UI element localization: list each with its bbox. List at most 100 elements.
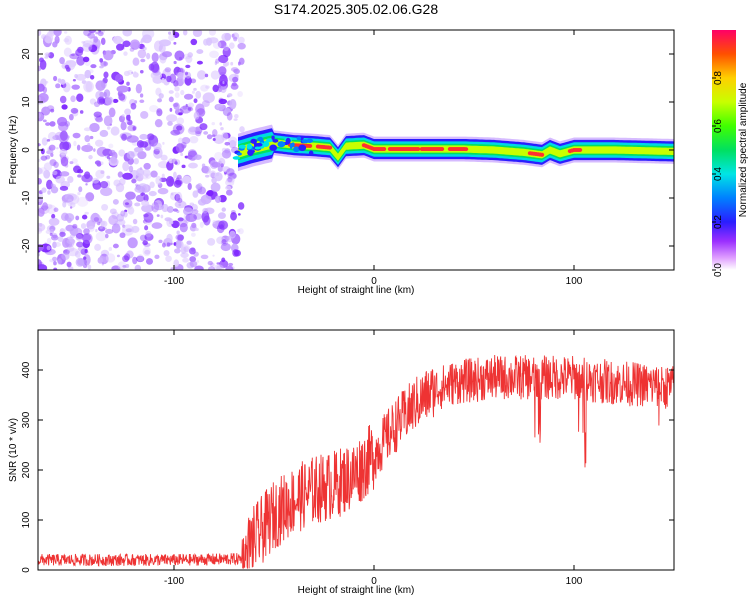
- signal-blob: [250, 138, 257, 144]
- noise-speckle: [121, 114, 125, 117]
- noise-speckle: [41, 137, 48, 146]
- noise-speckle: [218, 160, 222, 165]
- noise-speckle: [225, 265, 234, 270]
- noise-speckle: [83, 127, 91, 132]
- noise-speckle: [132, 256, 138, 265]
- noise-speckle: [99, 58, 104, 63]
- signal-blob: [272, 139, 279, 143]
- noise-speckle: [122, 255, 130, 263]
- noise-speckle: [225, 177, 235, 184]
- noise-speckle: [97, 31, 104, 37]
- noise-speckle: [156, 214, 160, 217]
- noise-speckle: [180, 252, 189, 258]
- noise-speckle: [52, 41, 58, 48]
- noise-speckle: [108, 143, 114, 149]
- noise-speckle: [140, 173, 152, 180]
- noise-speckle: [133, 158, 139, 165]
- noise-speckle: [75, 257, 85, 267]
- noise-speckle: [98, 30, 102, 33]
- noise-speckle: [122, 224, 134, 236]
- noise-speckle: [46, 179, 53, 190]
- noise-speckle: [47, 190, 51, 195]
- noise-speckle: [181, 136, 191, 145]
- spectrogram-noise: [38, 30, 246, 270]
- noise-speckle: [103, 89, 111, 98]
- noise-speckle: [175, 234, 185, 241]
- noise-speckle: [137, 150, 147, 160]
- noise-speckle: [182, 105, 188, 110]
- noise-speckle: [46, 245, 51, 251]
- noise-speckle: [47, 131, 57, 141]
- noise-speckle: [154, 119, 163, 128]
- spectrogram-y-tick-label: 0: [21, 147, 32, 153]
- noise-speckle: [192, 30, 203, 38]
- noise-speckle: [43, 162, 52, 171]
- noise-speckle: [149, 105, 159, 113]
- noise-speckle: [95, 228, 98, 233]
- noise-speckle: [73, 140, 77, 147]
- noise-speckle: [221, 207, 226, 212]
- noise-speckle: [188, 126, 197, 133]
- noise-speckle: [109, 208, 117, 215]
- signal-blob: [289, 143, 293, 149]
- noise-speckle: [53, 75, 58, 82]
- noise-speckle: [174, 161, 178, 165]
- noise-speckle: [187, 102, 195, 108]
- noise-speckle: [99, 91, 105, 98]
- noise-speckle: [190, 38, 198, 46]
- noise-speckle: [231, 82, 237, 87]
- signal-peak: [463, 147, 469, 152]
- noise-speckle: [205, 85, 210, 89]
- noise-speckle: [123, 51, 128, 56]
- noise-speckle: [152, 146, 163, 159]
- noise-speckle: [179, 105, 192, 114]
- noise-speckle: [54, 241, 61, 248]
- noise-speckle: [160, 154, 168, 161]
- spectrogram-y-tick-label: 20: [21, 48, 32, 60]
- noise-speckle: [64, 35, 72, 45]
- snr-y-tick-label: 200: [21, 461, 32, 478]
- noise-speckle: [153, 142, 162, 152]
- noise-speckle: [237, 36, 245, 44]
- noise-speckle: [49, 121, 56, 127]
- noise-speckle: [221, 132, 229, 141]
- noise-speckle: [49, 232, 53, 236]
- noise-speckle: [122, 172, 133, 180]
- noise-speckle: [59, 171, 70, 177]
- noise-speckle: [42, 119, 47, 123]
- noise-speckle: [156, 108, 163, 117]
- figure-title: S174.2025.305.02.06.G28: [274, 1, 438, 17]
- noise-speckle: [154, 199, 163, 209]
- noise-speckle: [196, 70, 207, 80]
- noise-speckle: [95, 139, 104, 147]
- noise-speckle: [214, 61, 218, 66]
- noise-speckle: [165, 255, 172, 262]
- noise-speckle: [99, 65, 104, 69]
- noise-speckle: [168, 90, 174, 94]
- noise-speckle: [91, 177, 100, 184]
- noise-speckle: [193, 213, 202, 220]
- noise-speckle: [41, 187, 47, 193]
- signal-blob: [269, 144, 278, 151]
- noise-speckle: [127, 157, 134, 165]
- noise-speckle: [83, 228, 90, 235]
- spectrogram-y-label: Frequency (Hz): [8, 116, 19, 185]
- noise-speckle: [136, 140, 145, 148]
- noise-speckle: [191, 222, 197, 229]
- noise-speckle: [212, 138, 216, 142]
- noise-speckle: [158, 93, 164, 99]
- noise-speckle: [145, 173, 149, 179]
- noise-speckle: [103, 50, 114, 61]
- noise-speckle: [61, 252, 70, 261]
- noise-speckle: [189, 256, 197, 263]
- noise-speckle: [116, 85, 129, 93]
- noise-speckle: [139, 167, 143, 171]
- noise-speckle: [98, 98, 106, 105]
- noise-speckle: [189, 260, 198, 268]
- noise-speckle: [166, 233, 173, 243]
- noise-speckle: [84, 69, 92, 79]
- noise-speckle: [46, 107, 50, 112]
- signal-blob: [254, 146, 261, 150]
- noise-speckle: [174, 85, 180, 92]
- noise-speckle: [188, 247, 196, 255]
